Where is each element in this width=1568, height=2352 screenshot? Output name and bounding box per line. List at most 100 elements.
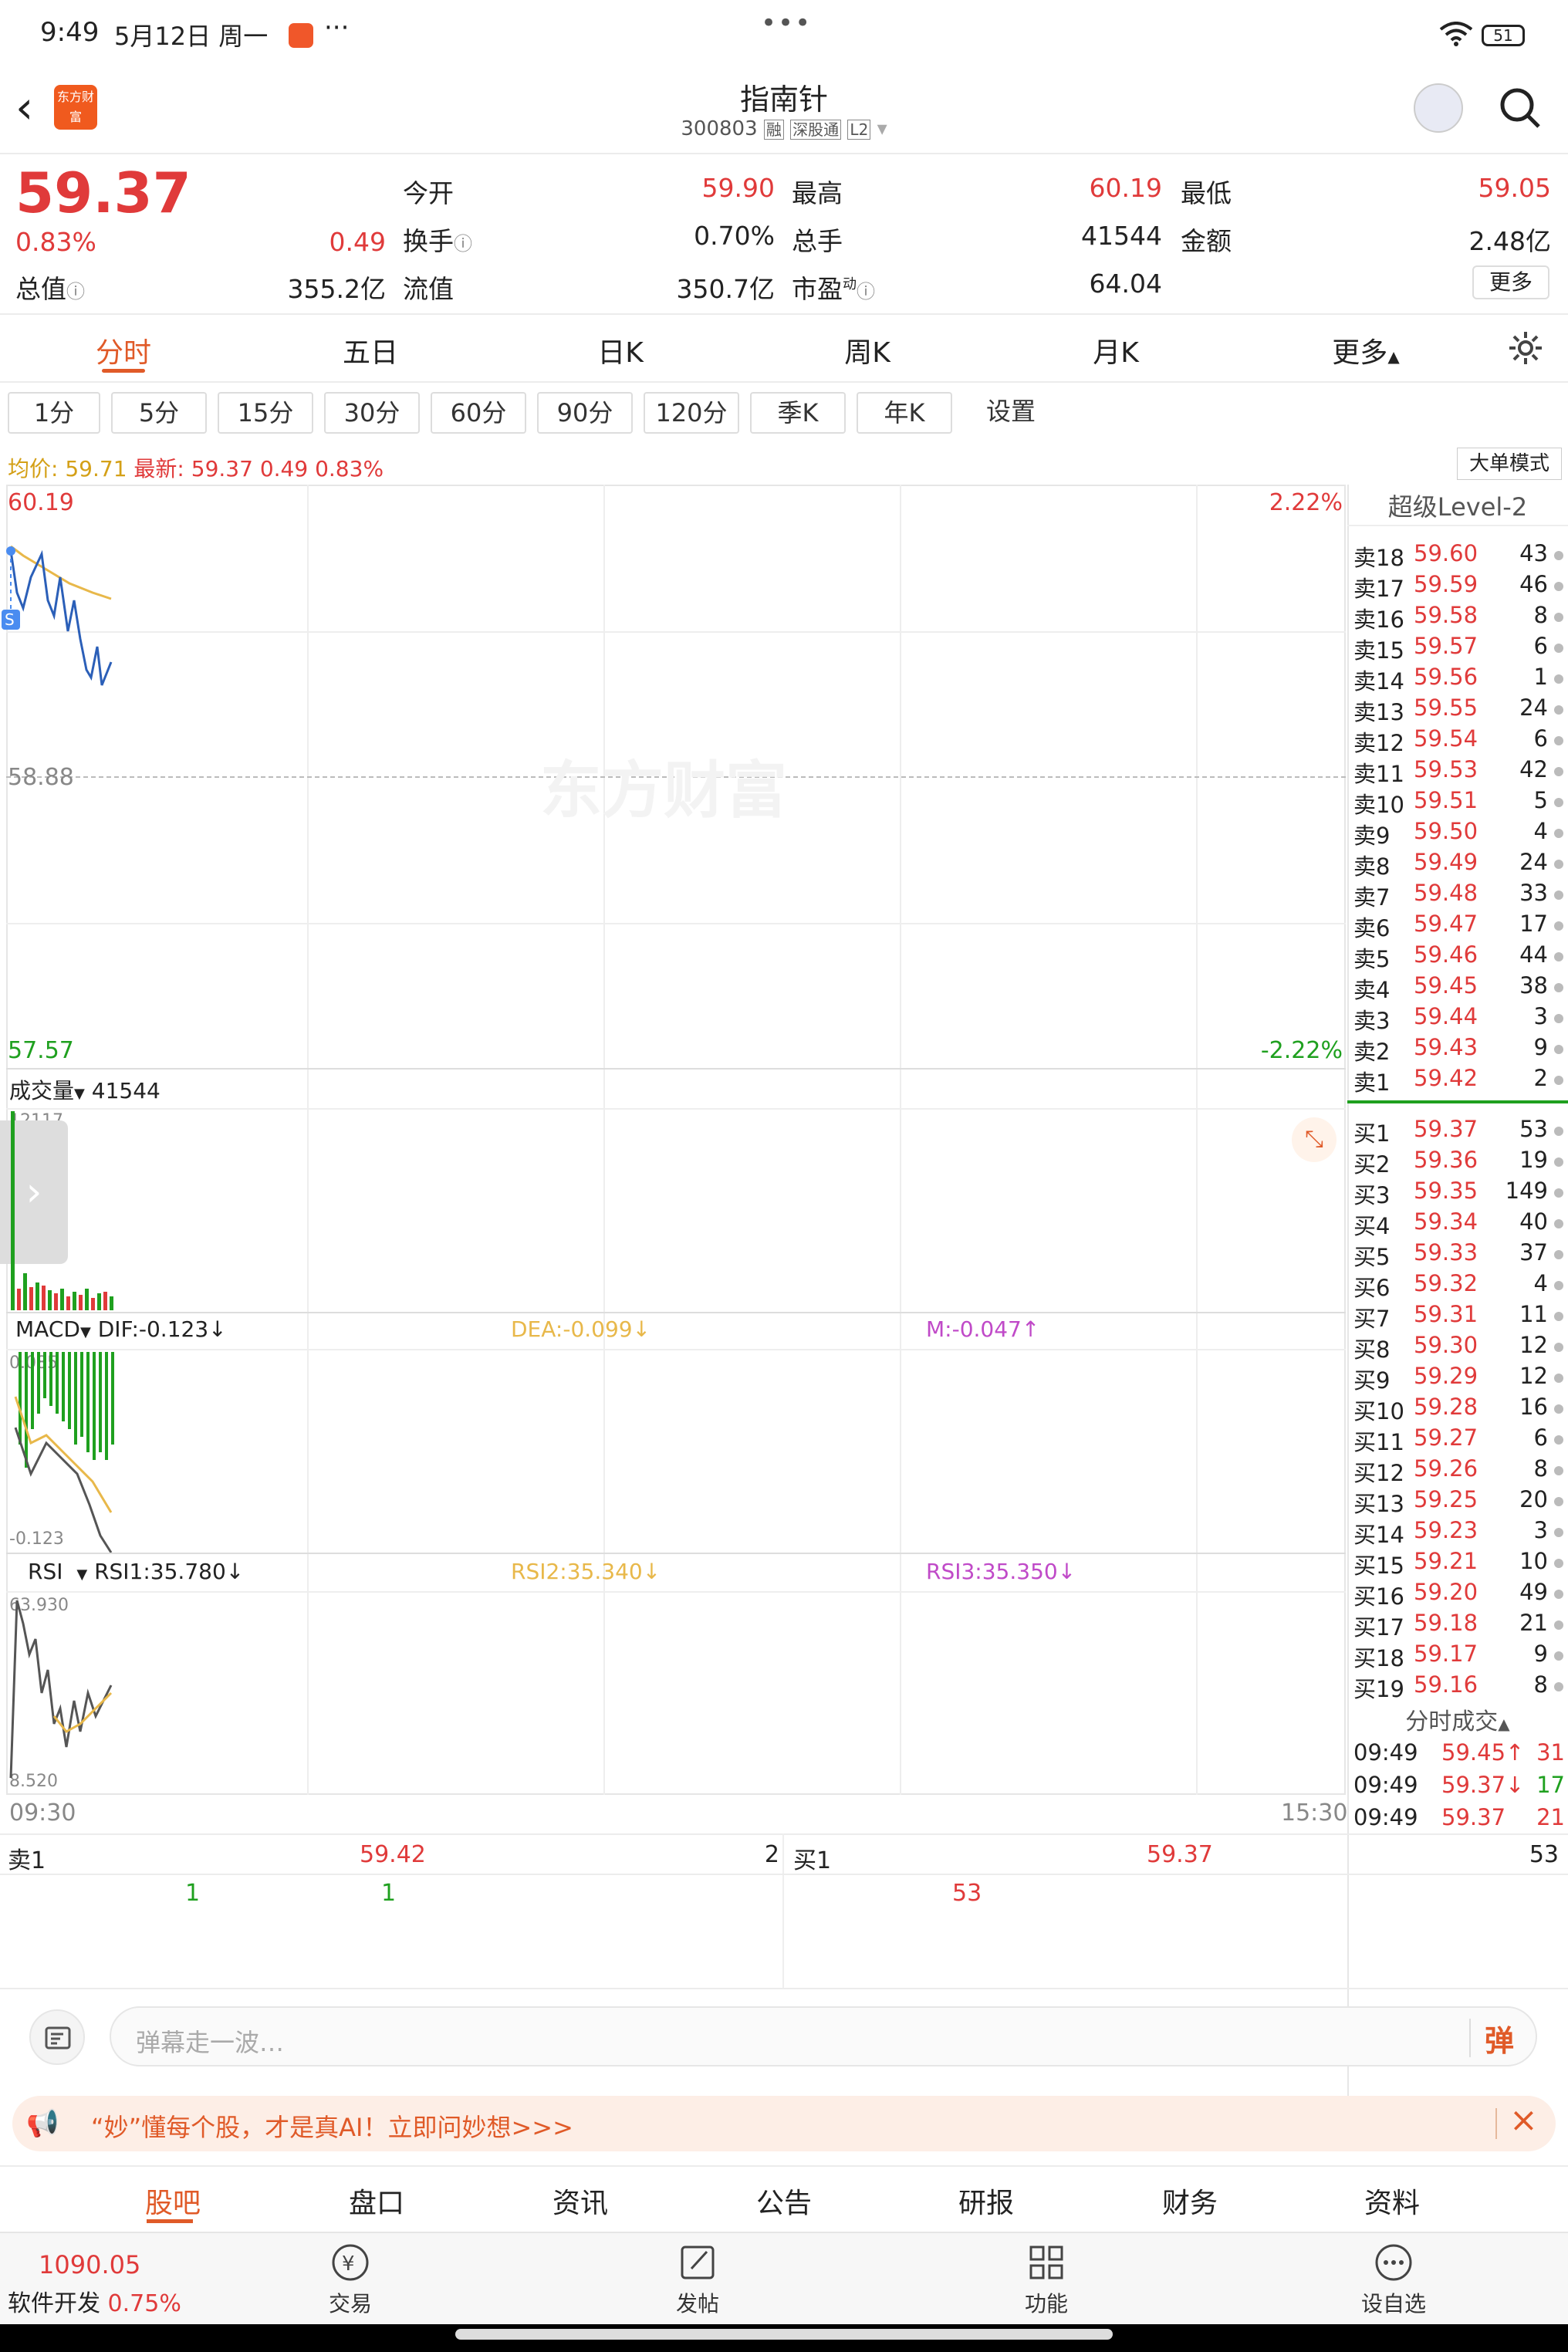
level2-title[interactable]: 超级Level-2	[1347, 488, 1568, 526]
ask-row[interactable]: 卖11 59.53 42	[1350, 756, 1568, 787]
nav-post[interactable]: 发帖	[675, 2291, 719, 2317]
nav-function[interactable]: 功能	[1024, 2291, 1068, 2317]
bid-row[interactable]: 买16 59.20 49	[1350, 1579, 1568, 1610]
ask-row[interactable]: 卖7 59.48 33	[1350, 880, 1568, 911]
search-icon[interactable]	[1497, 85, 1543, 131]
watchlist-icon[interactable]	[1372, 2241, 1415, 2284]
bid-row[interactable]: 买15 59.21 10	[1350, 1548, 1568, 1579]
bid-row[interactable]: 买10 59.28 16	[1350, 1394, 1568, 1424]
ad-banner[interactable]: 📢 “妙”懂每个股，才是真AI！立即问妙想>>> ×	[12, 2096, 1556, 2151]
ask-row[interactable]: 卖10 59.51 5	[1350, 787, 1568, 818]
subtab-announcement[interactable]: 公告	[756, 2188, 813, 2219]
volume-indicator-select[interactable]: 成交量▼ 41544	[9, 1078, 161, 1103]
ask-row[interactable]: 卖6 59.47 17	[1350, 911, 1568, 941]
subtab-research[interactable]: 研报	[958, 2188, 1015, 2219]
bid-row[interactable]: 买2 59.36 19	[1350, 1147, 1568, 1178]
bid-row[interactable]: 买1 59.37 53	[1350, 1116, 1568, 1147]
ask-row[interactable]: 卖15 59.57 6	[1350, 633, 1568, 664]
ask-price: 59.43	[1414, 1034, 1478, 1060]
sector-index[interactable]: 软件开发 0.75%	[8, 2290, 181, 2317]
ask-row[interactable]: 卖12 59.54 6	[1350, 725, 1568, 756]
ask-row[interactable]: 卖8 59.49 24	[1350, 849, 1568, 880]
period-1min[interactable]: 1分	[8, 392, 100, 434]
subtab-finance[interactable]: 财务	[1162, 2188, 1218, 2219]
bid-row[interactable]: 买14 59.23 3	[1350, 1517, 1568, 1548]
mktcap-label[interactable]: 总值ⓘ	[15, 274, 85, 304]
tab-intraday[interactable]: 分时	[95, 337, 151, 369]
ask-row[interactable]: 卖18 59.60 43	[1350, 540, 1568, 571]
period-90min[interactable]: 90分	[537, 392, 633, 434]
bid-row[interactable]: 买18 59.17 9	[1350, 1641, 1568, 1671]
tab-weekly-k[interactable]: 周K	[844, 337, 890, 369]
period-30min[interactable]: 30分	[324, 392, 420, 434]
close-icon[interactable]: ×	[1509, 2100, 1538, 2140]
bid-row[interactable]: 买11 59.27 6	[1350, 1424, 1568, 1455]
period-quarter-k[interactable]: 季K	[750, 392, 846, 434]
assistant-avatar-icon[interactable]	[1414, 83, 1463, 133]
function-grid-icon[interactable]	[1025, 2241, 1068, 2284]
period-15min[interactable]: 15分	[218, 392, 313, 434]
big-order-mode-button[interactable]: 大单模式	[1457, 448, 1562, 480]
bid-row[interactable]: 买4 59.34 40	[1350, 1208, 1568, 1239]
ask-row[interactable]: 卖9 59.50 4	[1350, 818, 1568, 849]
low-label: 最低	[1181, 178, 1232, 208]
bid-row[interactable]: 买5 59.33 37	[1350, 1239, 1568, 1270]
turnover-label[interactable]: 换手ⓘ	[403, 226, 472, 256]
bid-row[interactable]: 买12 59.26 8	[1350, 1455, 1568, 1486]
price-line	[9, 549, 113, 686]
nav-trade[interactable]: 交易	[328, 2291, 372, 2317]
ask-row[interactable]: 卖5 59.46 44	[1350, 941, 1568, 972]
comment-list-icon[interactable]	[29, 2009, 85, 2065]
ask-row[interactable]: 卖16 59.58 8	[1350, 602, 1568, 633]
orderbook-panel[interactable]	[1347, 485, 1568, 2105]
order-dot-icon	[1554, 952, 1563, 961]
stock-code-line[interactable]: 300803 融 深股通 L2 ▾	[0, 117, 1568, 140]
ask-row[interactable]: 卖1 59.42 2	[1350, 1065, 1568, 1096]
tab-5day[interactable]: 五日	[342, 337, 398, 369]
trades-title[interactable]: 分时成交▲	[1405, 1708, 1510, 1735]
ask-row[interactable]: 卖4 59.45 38	[1350, 972, 1568, 1003]
subtab-news[interactable]: 资讯	[553, 2188, 609, 2219]
more-button[interactable]: 更多	[1472, 265, 1549, 299]
ask-row[interactable]: 卖13 59.55 24	[1350, 694, 1568, 725]
settings-gear-icon[interactable]	[1506, 329, 1545, 367]
tab-monthly-k[interactable]: 月K	[1093, 337, 1139, 369]
bid-row[interactable]: 买9 59.29 12	[1350, 1363, 1568, 1394]
tab-daily-k[interactable]: 日K	[597, 337, 644, 369]
back-icon[interactable]: ‹	[15, 81, 34, 133]
bid-row[interactable]: 买13 59.25 20	[1350, 1486, 1568, 1517]
macd-indicator-select[interactable]: MACD▼ DIF:-0.123↓	[15, 1316, 227, 1342]
ad-text[interactable]: “妙”懂每个股，才是真AI！立即问妙想>>>	[91, 2113, 573, 2142]
period-5min[interactable]: 5分	[111, 392, 207, 434]
ask-row[interactable]: 卖14 59.56 1	[1350, 664, 1568, 694]
subtab-pankou[interactable]: 盘口	[349, 2188, 405, 2219]
multitask-dots[interactable]: •••	[761, 8, 813, 39]
ask-row[interactable]: 卖3 59.44 3	[1350, 1003, 1568, 1034]
fullscreen-expand-icon[interactable]: ⤡	[1292, 1117, 1337, 1162]
period-settings[interactable]: 设置	[985, 397, 1036, 426]
pe-label[interactable]: 市盈动ⓘ	[792, 274, 875, 304]
ask-row[interactable]: 卖17 59.59 46	[1350, 571, 1568, 602]
bid-row[interactable]: 买17 59.18 21	[1350, 1610, 1568, 1641]
ask-level: 卖4	[1353, 977, 1391, 1003]
ask-row[interactable]: 卖2 59.43 9	[1350, 1034, 1568, 1065]
sector-index-value[interactable]: 1090.05	[39, 2250, 141, 2279]
comment-input[interactable]: 弹幕走一波… 弹	[110, 2006, 1537, 2066]
period-60min[interactable]: 60分	[431, 392, 526, 434]
subtab-profile[interactable]: 资料	[1364, 2188, 1421, 2219]
bid-row[interactable]: 买6 59.32 4	[1350, 1270, 1568, 1301]
trade-icon[interactable]: ¥	[329, 2241, 372, 2284]
bid-row[interactable]: 买7 59.31 11	[1350, 1301, 1568, 1332]
bid-row[interactable]: 买19 59.16 8	[1350, 1671, 1568, 1702]
subtab-guba[interactable]: 股吧	[145, 2188, 201, 2219]
danmu-toggle-button[interactable]: 弹	[1485, 2024, 1515, 2058]
bid-row[interactable]: 买3 59.35 149	[1350, 1178, 1568, 1208]
post-icon[interactable]	[676, 2241, 719, 2284]
period-year-k[interactable]: 年K	[857, 392, 952, 434]
tab-more[interactable]: 更多▲	[1332, 337, 1400, 369]
period-120min[interactable]: 120分	[644, 392, 739, 434]
bid-row[interactable]: 买8 59.30 12	[1350, 1332, 1568, 1363]
nav-add-watchlist[interactable]: 设自选	[1360, 2291, 1426, 2317]
rsi-indicator-select[interactable]: RSI ▼ RSI1:35.780↓	[28, 1559, 245, 1584]
home-indicator[interactable]	[455, 2329, 1113, 2340]
